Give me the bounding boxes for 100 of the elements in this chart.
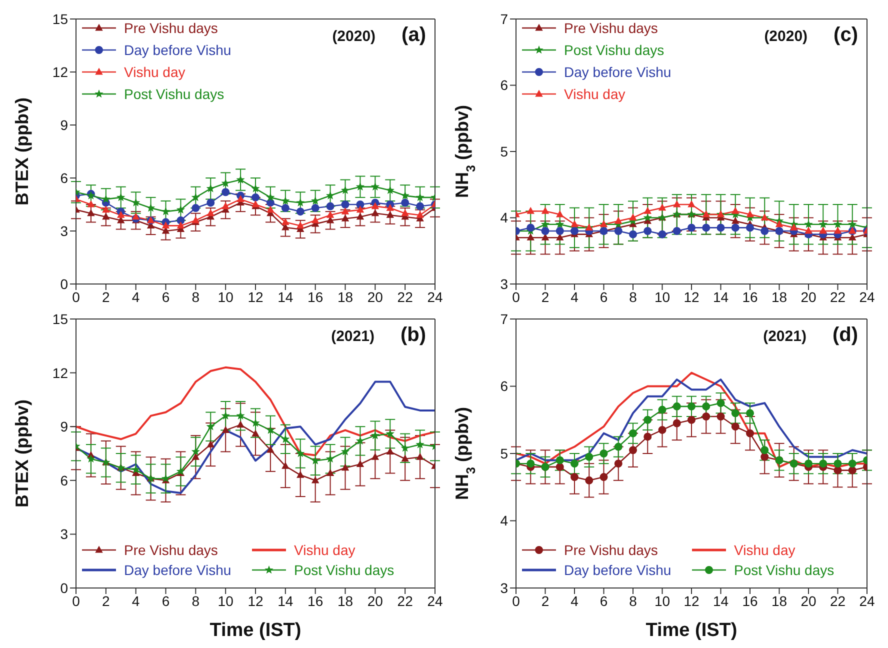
x-tick-label: 12 bbox=[248, 288, 264, 305]
legend-label: Day before Vishu bbox=[124, 562, 232, 578]
y-tick-label: 6 bbox=[500, 378, 508, 394]
legend-label: Post Vishu days bbox=[294, 562, 394, 578]
legend-label: Vishu day bbox=[564, 86, 626, 102]
annotation: (c) bbox=[834, 24, 858, 47]
x-tick-label: 12 bbox=[684, 592, 700, 609]
y-tick-label: 4 bbox=[500, 512, 508, 529]
x-tick-label: 12 bbox=[684, 288, 700, 305]
x-tick-label: 0 bbox=[512, 288, 520, 305]
x-tick-label: 2 bbox=[102, 288, 110, 305]
y-tick-label: 0 bbox=[60, 276, 68, 292]
x-tick-label: 10 bbox=[654, 288, 670, 305]
x-tick-label: 18 bbox=[337, 288, 354, 305]
x-tick-label: 20 bbox=[800, 592, 816, 609]
x-axis-title: Time (IST) bbox=[646, 620, 738, 641]
x-tick-label: 4 bbox=[132, 592, 140, 609]
legend-label: Vishu day bbox=[294, 542, 356, 558]
y-tick-label: 3 bbox=[60, 222, 68, 239]
y-tick-label: 3 bbox=[60, 526, 68, 542]
legend-label: Vishu day bbox=[124, 64, 186, 80]
y-tick-label: 9 bbox=[60, 116, 68, 133]
annotation: (a) bbox=[402, 24, 426, 47]
y-tick-label: 5 bbox=[500, 143, 508, 160]
y-tick-label: 15 bbox=[52, 10, 68, 27]
x-tick-label: 16 bbox=[742, 592, 758, 609]
x-tick-label: 8 bbox=[192, 592, 200, 609]
x-tick-label: 2 bbox=[102, 592, 110, 609]
x-tick-label: 20 bbox=[800, 288, 816, 305]
x-tick-label: 2 bbox=[541, 288, 550, 305]
x-tick-label: 0 bbox=[512, 592, 520, 609]
x-tick-label: 14 bbox=[278, 288, 294, 305]
x-tick-label: 4 bbox=[570, 592, 579, 609]
x-tick-label: 22 bbox=[397, 288, 414, 305]
x-tick-label: 22 bbox=[830, 592, 846, 609]
legend-label: Day before Vishu bbox=[564, 64, 672, 80]
x-tick-label: 22 bbox=[830, 288, 846, 305]
x-tick-label: 6 bbox=[600, 592, 608, 609]
x-tick-label: 10 bbox=[218, 592, 234, 609]
x-tick-label: 24 bbox=[427, 592, 443, 609]
x-tick-label: 8 bbox=[192, 288, 200, 305]
x-tick-label: 24 bbox=[859, 592, 875, 609]
x-tick-label: 6 bbox=[162, 288, 170, 305]
x-tick-label: 8 bbox=[629, 288, 638, 305]
x-tick-label: 24 bbox=[427, 288, 443, 305]
x-axis-title: Time (IST) bbox=[210, 620, 302, 641]
legend-label: Day before Vishu bbox=[124, 42, 232, 58]
y-axis-title: BTEX (ppbv) bbox=[12, 98, 32, 206]
annotation: (2020) bbox=[764, 28, 808, 45]
legend-label: Pre Vishu days bbox=[124, 20, 218, 36]
y-tick-label: 4 bbox=[500, 210, 508, 226]
x-tick-label: 20 bbox=[367, 592, 384, 609]
x-tick-label: 2 bbox=[541, 592, 550, 609]
x-tick-label: 20 bbox=[367, 288, 384, 305]
annotation: (d) bbox=[832, 324, 858, 347]
annotation: (2021) bbox=[763, 328, 806, 345]
x-tick-label: 0 bbox=[72, 288, 80, 305]
x-tick-label: 16 bbox=[308, 288, 324, 305]
x-tick-label: 18 bbox=[771, 288, 788, 305]
y-tick-label: 3 bbox=[500, 276, 508, 292]
y-tick-label: 3 bbox=[500, 580, 508, 596]
x-tick-label: 4 bbox=[132, 288, 140, 305]
annotation: (2021) bbox=[331, 328, 374, 345]
annotation: (b) bbox=[400, 324, 426, 347]
legend-label: Pre Vishu days bbox=[124, 542, 218, 558]
legend-label: Vishu day bbox=[734, 542, 796, 558]
y-tick-label: 6 bbox=[60, 472, 68, 488]
y-tick-label: 6 bbox=[60, 170, 68, 186]
y-tick-label: 12 bbox=[52, 364, 68, 381]
legend-label: Post Vishu days bbox=[564, 42, 664, 58]
annotation: (2020) bbox=[332, 28, 376, 45]
legend-label: Pre Vishu days bbox=[564, 542, 658, 558]
x-tick-label: 4 bbox=[570, 288, 579, 305]
x-tick-label: 22 bbox=[397, 592, 414, 609]
x-tick-label: 14 bbox=[712, 592, 729, 609]
legend-label: Post Vishu days bbox=[124, 86, 224, 102]
x-tick-label: 16 bbox=[742, 288, 758, 305]
legend-label: Day before Vishu bbox=[564, 562, 672, 578]
y-tick-label: 12 bbox=[52, 64, 68, 80]
x-tick-label: 8 bbox=[629, 592, 638, 609]
x-tick-label: 14 bbox=[278, 592, 294, 609]
y-tick-label: 15 bbox=[52, 310, 68, 327]
x-tick-label: 10 bbox=[654, 592, 670, 609]
x-tick-label: 10 bbox=[218, 288, 234, 305]
x-tick-label: 6 bbox=[600, 288, 608, 305]
y-tick-label: 6 bbox=[500, 77, 508, 94]
x-tick-label: 18 bbox=[337, 592, 354, 609]
x-tick-label: 6 bbox=[162, 592, 170, 609]
x-tick-label: 12 bbox=[248, 592, 264, 609]
x-tick-label: 18 bbox=[771, 592, 788, 609]
y-tick-label: 9 bbox=[60, 418, 68, 435]
y-tick-label: 7 bbox=[500, 310, 508, 327]
x-tick-label: 24 bbox=[859, 288, 875, 305]
x-tick-label: 16 bbox=[308, 592, 324, 609]
legend-label: Post Vishu days bbox=[734, 562, 834, 578]
y-tick-label: 7 bbox=[500, 10, 508, 27]
y-tick-label: 5 bbox=[500, 445, 508, 462]
y-tick-label: 0 bbox=[60, 580, 68, 596]
legend-label: Pre Vishu days bbox=[564, 20, 658, 36]
x-tick-label: 0 bbox=[72, 592, 80, 609]
